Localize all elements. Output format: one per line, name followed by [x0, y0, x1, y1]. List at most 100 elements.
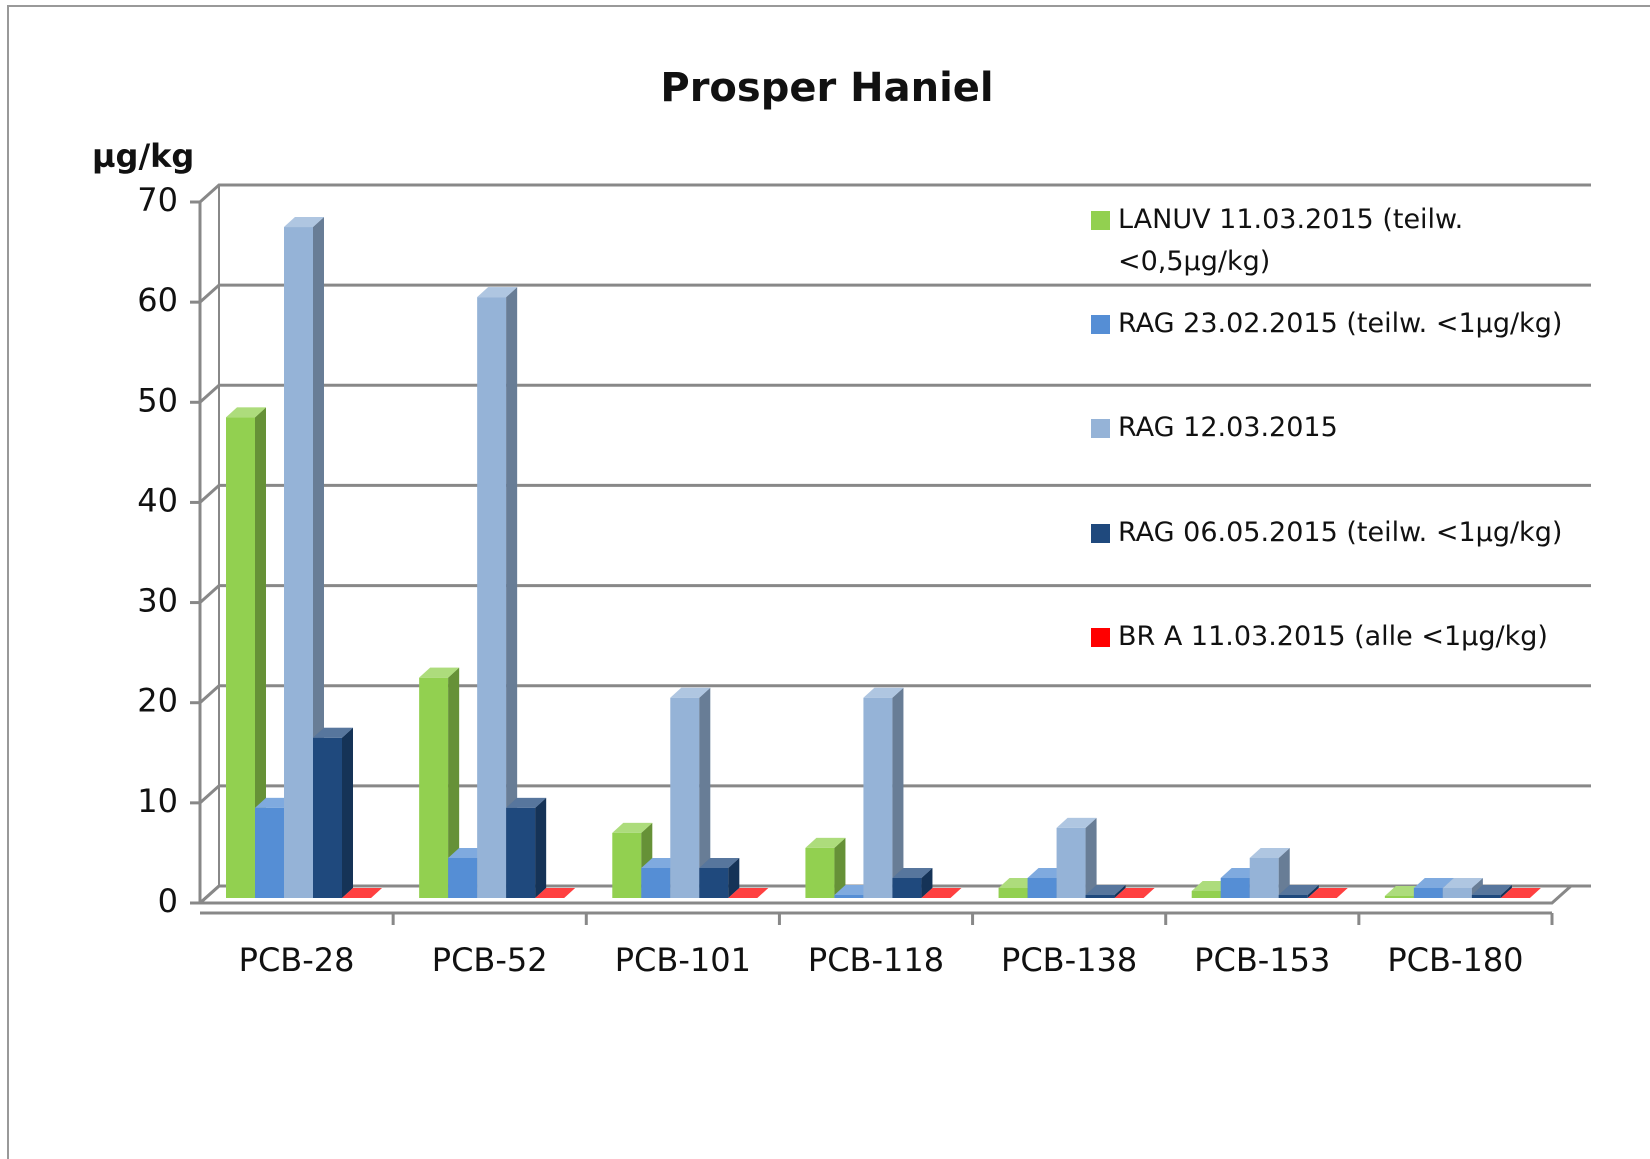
bar [728, 888, 769, 898]
bar [313, 727, 353, 898]
bar [805, 837, 846, 898]
bar-top-shade [313, 727, 353, 738]
x-tick-label: PCB-28 [239, 941, 355, 979]
bar-side-shade [728, 857, 740, 898]
bar [1307, 888, 1348, 898]
y-tick-label: 10 [137, 782, 178, 820]
bar-top-shade [419, 667, 460, 678]
bar [342, 888, 382, 898]
bar-top-shade [1471, 884, 1512, 895]
bar-front [1278, 894, 1308, 898]
bar-top [863, 687, 904, 698]
bar-front [863, 697, 893, 898]
bar-side-shade [892, 687, 904, 898]
bar-side [342, 727, 353, 898]
bar-front [1442, 887, 1472, 898]
bar-side [1307, 884, 1319, 898]
bar [863, 687, 904, 898]
grid-line [198, 283, 1591, 304]
bar-side-shade [1500, 884, 1512, 898]
bar-top-shade [1278, 884, 1319, 895]
x-tick-label: PCB-52 [432, 941, 548, 979]
bar-side [921, 867, 933, 898]
bar-top [226, 407, 266, 418]
bar-side-shade [448, 667, 460, 898]
bar-top-shade [342, 888, 382, 898]
bar-top [1249, 847, 1290, 858]
y-tick-label: 70 [137, 181, 178, 219]
bar-side [1278, 847, 1290, 898]
bar-top-shade [1056, 817, 1097, 828]
bar-side [255, 407, 266, 898]
bar-top-shade [670, 687, 711, 698]
bar-side-shade [342, 727, 353, 898]
bar-top-shade [506, 797, 547, 808]
bar-front [699, 867, 729, 898]
y-tick-label: 60 [137, 281, 178, 319]
bar-front [1249, 857, 1279, 898]
y-axis-label: µg/kg [92, 137, 194, 175]
bar-front [834, 894, 864, 898]
bar-top-shade [1413, 877, 1454, 888]
bar-front [641, 867, 671, 898]
bar-top [506, 797, 547, 808]
bar-front [255, 807, 284, 898]
bar-top-shade [1114, 888, 1155, 898]
x-tick-label: PCB-180 [1387, 941, 1523, 979]
bar [535, 888, 576, 898]
grid-line [198, 383, 1591, 404]
bar-side [313, 217, 324, 899]
bar-top-shade [921, 888, 962, 898]
bar-top [477, 287, 518, 298]
bar [1085, 884, 1126, 898]
bar-top-shade [1085, 884, 1126, 895]
legend-label: LANUV 11.03.2015 (teilw. <0,5µg/kg) [1118, 204, 1464, 277]
bar-side [1085, 817, 1097, 898]
frame [7, 5, 1650, 1159]
bar-side [699, 687, 711, 898]
bar-top [699, 857, 740, 868]
bar-front [1191, 890, 1221, 898]
bar-top [1307, 888, 1348, 898]
legend-swatch [1091, 524, 1110, 543]
legend-swatch [1091, 315, 1110, 334]
bar-side-shade [1114, 884, 1126, 898]
bar [1249, 847, 1290, 898]
bar-top [1278, 884, 1319, 895]
bar-top [1471, 884, 1512, 895]
bar-side [834, 837, 846, 898]
bar-front [1471, 894, 1501, 898]
grid-line [198, 884, 1591, 905]
bar-front [1384, 895, 1414, 898]
legend-label: BR A 11.03.2015 (alle <1µg/kg) [1118, 621, 1548, 652]
bar-top-shade [477, 287, 518, 298]
bar-top [535, 888, 576, 898]
y-tick-label: 50 [137, 381, 178, 419]
bar-side-shade [699, 687, 711, 898]
bar-side [728, 857, 740, 898]
grid-line [198, 584, 1591, 604]
bar-side [506, 287, 518, 899]
bar-side-shade [1307, 884, 1319, 898]
bar-front [612, 832, 642, 898]
bar [1500, 888, 1541, 898]
x-tick-label: PCB-101 [615, 941, 751, 979]
bar [506, 797, 547, 898]
bar-top [805, 837, 846, 848]
bar [1114, 888, 1155, 898]
bar-side [892, 687, 904, 898]
bar [892, 867, 933, 898]
bar-top-shade [1500, 888, 1541, 898]
bar-top-shade [284, 217, 324, 228]
bar [1056, 817, 1097, 898]
bar-front [506, 807, 536, 898]
grid-line [198, 183, 1591, 204]
grid-line [198, 483, 1591, 504]
bar-front [1220, 877, 1250, 898]
bar-top-shade [863, 687, 904, 698]
bar [419, 667, 460, 898]
bar-top-shade [805, 837, 846, 848]
bar-top-shade [226, 407, 266, 418]
